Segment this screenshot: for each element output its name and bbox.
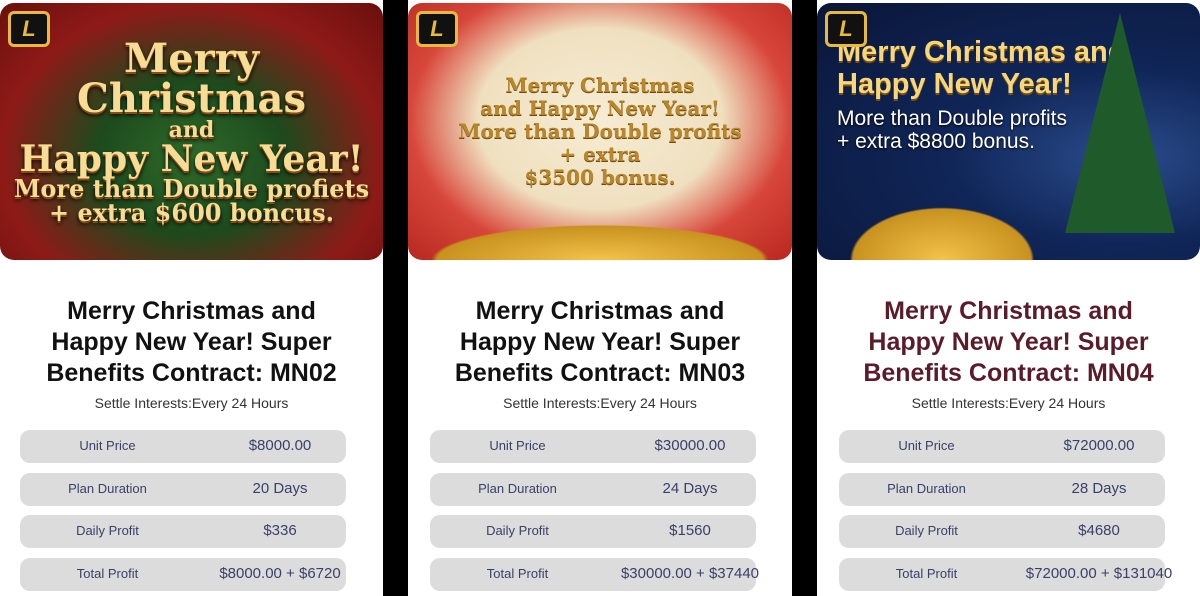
row-daily-profit: Daily Profit $4680	[839, 515, 1165, 548]
row-total-profit: Total Profit $8000.00 + $6720	[20, 558, 346, 591]
banner-text: More than Double profits	[837, 106, 1067, 130]
settle-interval: Settle Interests:Every 24 Hours	[911, 395, 1106, 411]
banner-text: $3500 bonus.	[524, 165, 676, 189]
row-value: $336	[263, 522, 297, 539]
row-value: $72000.00 + $131040	[1025, 565, 1173, 582]
banner-text: Happy New Year!	[19, 137, 364, 180]
row-plan-duration: Plan Duration 24 Days	[430, 473, 756, 506]
row-unit-price: Unit Price $30000.00	[430, 430, 756, 463]
brand-logo: L	[825, 11, 867, 47]
banner-text: and Happy New Year!	[480, 96, 720, 120]
gold-coins-decoration	[408, 220, 792, 260]
row-value: $4680	[1078, 522, 1120, 539]
row-value: 28 Days	[1071, 480, 1127, 497]
row-total-profit: Total Profit $30000.00 + $37440	[430, 558, 759, 591]
banner-text: and	[168, 116, 215, 143]
contract-card-mn03[interactable]: L Merry Christmas and Happy New Year! Mo…	[408, 0, 792, 596]
banner-text: Merry Christmas	[505, 73, 695, 97]
row-label: Total Profit	[486, 566, 549, 581]
row-unit-price: Unit Price $72000.00	[839, 430, 1165, 463]
row-label: Unit Price	[489, 438, 546, 453]
christmas-tree-decoration	[1065, 13, 1175, 233]
row-plan-duration: Plan Duration 28 Days	[839, 473, 1165, 506]
banner-text: Happy New Year!	[837, 67, 1072, 100]
banner-text: Merry	[123, 34, 260, 82]
row-value: $8000.00	[248, 437, 312, 454]
row-value: $8000.00 + $6720	[219, 565, 341, 582]
row-value: $1560	[669, 522, 711, 539]
row-label: Daily Profit	[895, 523, 958, 538]
row-value: 20 Days	[252, 480, 308, 497]
row-unit-price: Unit Price $8000.00	[20, 430, 346, 463]
banner-text: Christmas	[77, 74, 306, 122]
row-value: $30000.00	[654, 437, 726, 454]
row-label: Daily Profit	[486, 523, 549, 538]
gold-coins-decoration	[837, 200, 1047, 260]
row-label: Plan Duration	[68, 481, 147, 496]
promo-banner-image: L Merry Christmas and Happy New Year! Mo…	[817, 3, 1200, 260]
brand-logo: L	[416, 11, 458, 47]
banner-text: + extra $8800 bonus.	[837, 129, 1035, 153]
contract-title: Merry Christmas and Happy New Year! Supe…	[863, 297, 1154, 387]
promo-banner-image: L Merry Christmas and Happy New Year! Mo…	[408, 3, 792, 260]
banner-text: + extra $600 boncus.	[49, 197, 334, 227]
banner-text: More than Double profits	[458, 119, 742, 143]
row-label: Unit Price	[898, 438, 955, 453]
contract-card-mn04[interactable]: L Merry Christmas and Happy New Year! Mo…	[817, 0, 1200, 596]
row-label: Plan Duration	[478, 481, 557, 496]
row-label: Unit Price	[79, 438, 136, 453]
row-label: Total Profit	[895, 566, 958, 581]
promo-banner-image: L Merry Christmas and Happy New Year! Mo…	[0, 3, 383, 260]
row-label: Plan Duration	[887, 481, 966, 496]
contract-card-mn02[interactable]: L Merry Christmas and Happy New Year! Mo…	[0, 0, 383, 596]
banner-text: + extra	[559, 142, 641, 166]
settle-interval: Settle Interests:Every 24 Hours	[94, 395, 289, 411]
brand-logo: L	[8, 11, 50, 47]
row-daily-profit: Daily Profit $336	[20, 515, 346, 548]
row-total-profit: Total Profit $72000.00 + $131040	[839, 558, 1172, 591]
banner-text: More than Double profiets	[13, 173, 370, 203]
settle-interval: Settle Interests:Every 24 Hours	[503, 395, 697, 411]
contract-title: Merry Christmas and Happy New Year! Supe…	[46, 297, 337, 387]
row-label: Total Profit	[76, 566, 139, 581]
row-daily-profit: Daily Profit $1560	[430, 515, 756, 548]
row-value: $72000.00	[1063, 437, 1135, 454]
row-value: 24 Days	[662, 480, 718, 497]
row-label: Daily Profit	[76, 523, 139, 538]
row-value: $30000.00 + $37440	[620, 565, 760, 582]
row-plan-duration: Plan Duration 20 Days	[20, 473, 346, 506]
contract-title: Merry Christmas and Happy New Year! Supe…	[454, 297, 746, 387]
